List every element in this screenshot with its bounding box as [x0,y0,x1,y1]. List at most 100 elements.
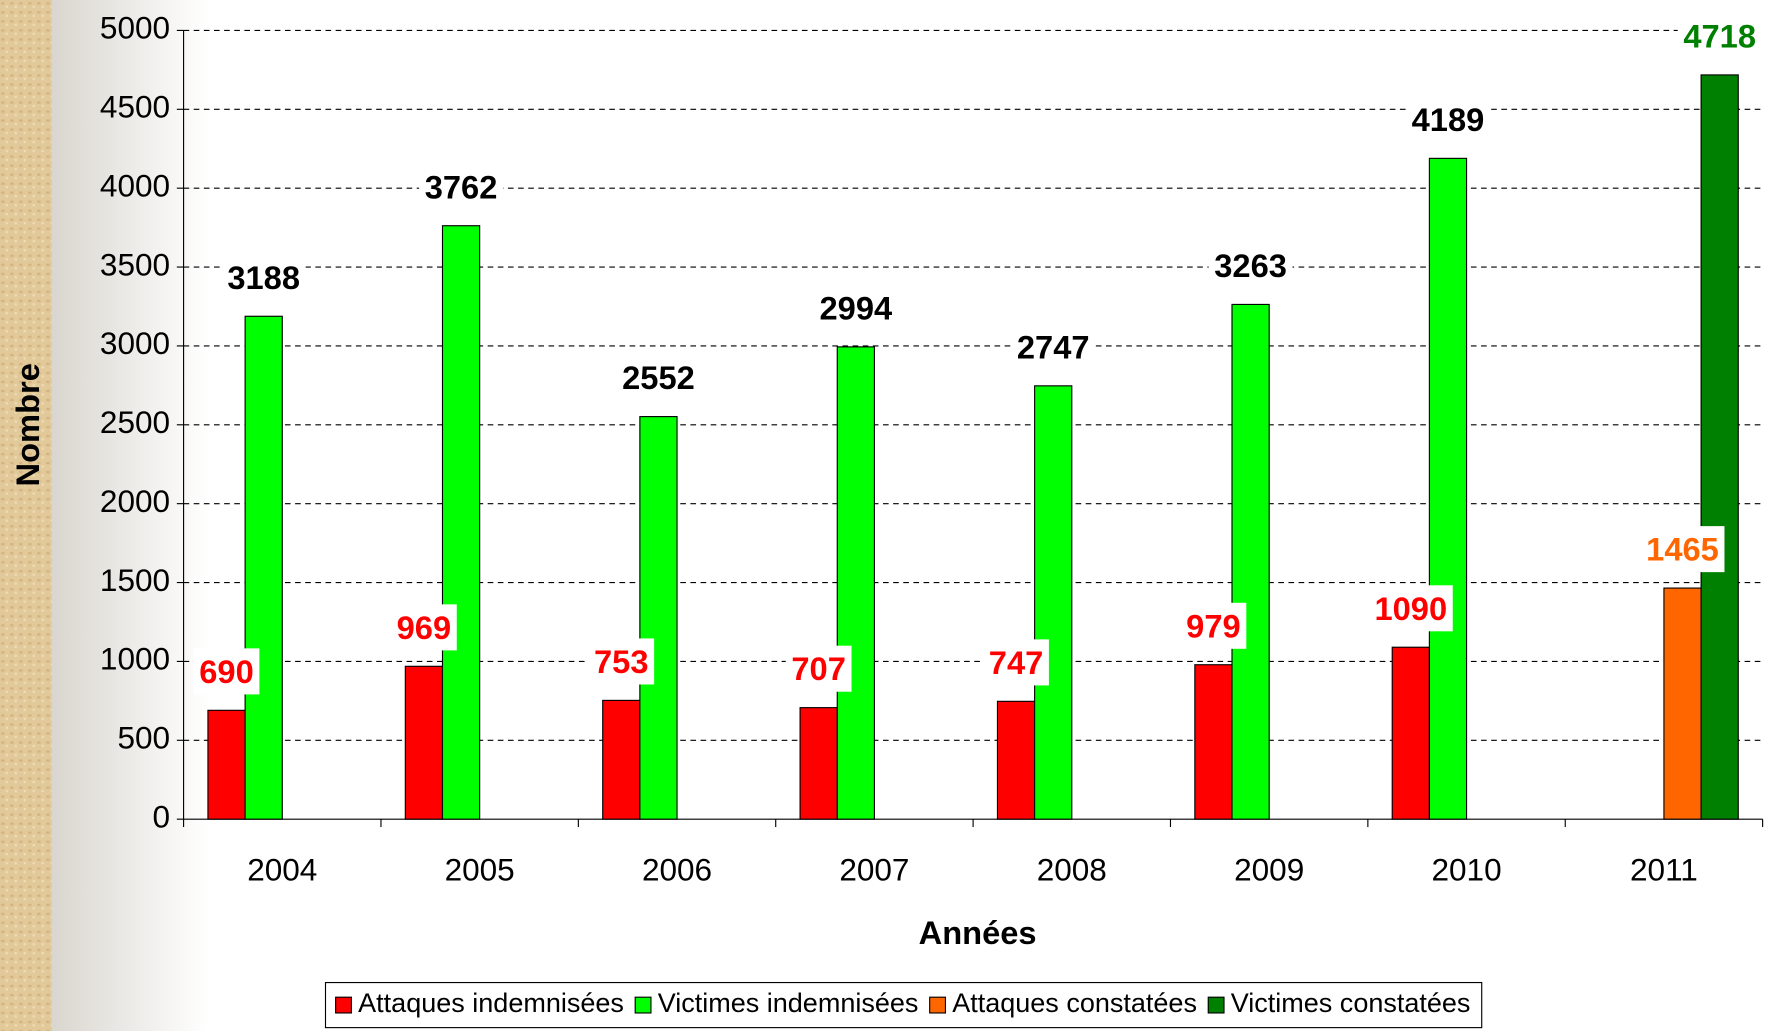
bar [602,699,641,820]
y-tick-label: 1000 [100,641,170,677]
value-label: 3762 [425,168,498,205]
value-label-background [1640,526,1725,573]
bar [1034,385,1073,820]
y-tick-label: 3000 [100,325,170,361]
x-tick-label: 2009 [1234,851,1304,887]
value-label-group: 1465 [1640,526,1725,573]
value-label-background [1368,585,1453,632]
value-label-group: 969 [391,604,457,651]
value-label-group: 2552 [616,354,701,401]
value-label-group: 690 [193,648,260,695]
value-label: 4189 [1412,101,1485,138]
bar [207,709,246,820]
x-tick-label: 2004 [247,851,317,887]
value-label-group: 4189 [1406,96,1490,143]
value-label-background [1677,12,1762,59]
value-label: 707 [791,650,845,687]
y-tick-label: 2000 [100,483,170,519]
y-tick-label: 4500 [100,89,170,125]
value-label-group: 747 [983,639,1049,686]
legend-swatch [929,996,947,1014]
x-tick-label: 2006 [642,851,712,887]
y-tick-label: 4000 [100,167,170,203]
value-label: 690 [199,653,253,690]
value-label: 2552 [622,359,695,396]
value-label-background [1180,602,1247,649]
y-tick-label: 2500 [100,404,170,440]
legend: Attaques indemnisées Victimes indemnisées… [324,981,1483,1029]
bar [244,315,283,820]
value-label: 979 [1186,607,1240,644]
bar [639,416,678,820]
legend-swatch [335,996,352,1014]
value-label-background [588,638,655,685]
legend-label: Attaques constatées [952,988,1197,1018]
value-label-background [983,639,1049,686]
legend-swatch [1207,996,1225,1014]
x-tick-label: 2008 [1037,851,1107,887]
value-label-group: 753 [588,638,655,685]
value-label-group: 1090 [1368,585,1453,632]
bar [1231,303,1270,820]
value-label-group: 707 [785,645,852,692]
bar [799,707,838,820]
x-tick-label: 2005 [445,851,515,887]
y-tick-label: 1500 [100,562,170,598]
x-axis-title: Années [919,914,1037,951]
legend-box [324,981,1483,1029]
value-label: 1090 [1374,590,1447,627]
value-label-background [391,604,457,651]
value-label: 4718 [1683,17,1756,54]
background-texture [0,0,52,1031]
value-label-background [221,254,306,301]
value-label-background [419,163,504,210]
bar [996,700,1036,820]
legend-label: Victimes indemnisées [658,988,919,1018]
legend-label: Attaques indemnisées [358,988,624,1018]
y-tick-label: 3500 [100,246,170,282]
value-label: 2994 [820,289,893,326]
x-tick-label: 2011 [1630,851,1698,887]
value-label-background [813,284,898,331]
value-label: 747 [989,644,1043,681]
value-label-group: 4718 [1677,12,1762,59]
bar [404,665,444,820]
x-tick-label: 2010 [1431,851,1501,887]
bar [1700,74,1739,820]
y-tick-label: 500 [117,720,170,756]
value-label-background [1011,323,1096,370]
bar [1428,157,1468,820]
background-gradient [50,0,209,1031]
value-label: 2747 [1017,328,1090,365]
value-label-group: 3188 [221,254,306,301]
bar [441,225,481,820]
bar [1391,646,1430,820]
legend-swatch [634,996,652,1014]
value-label-background [193,648,260,695]
value-label-background [785,645,852,692]
bar [836,346,875,820]
value-label-background [616,354,701,401]
y-axis-title: Nombre [9,363,46,486]
value-label-group: 2747 [1011,323,1096,370]
value-label: 753 [594,643,648,680]
bar [1194,664,1233,820]
value-label: 1465 [1646,531,1719,568]
y-tick-label: 5000 [100,10,170,46]
value-label-background [1208,242,1293,289]
value-label: 3188 [227,259,300,296]
value-label-group: 3762 [419,163,504,210]
y-tick-label: 0 [153,798,171,834]
x-tick-label: 2007 [839,851,909,887]
value-label-group: 2994 [813,284,898,331]
value-label-background [1406,96,1490,143]
value-label: 3263 [1214,247,1287,284]
legend-label: Victimes constatées [1231,988,1471,1018]
value-label-group: 3263 [1208,242,1293,289]
value-label: 969 [397,609,451,646]
bar [1663,587,1702,820]
value-label-group: 979 [1180,602,1247,649]
